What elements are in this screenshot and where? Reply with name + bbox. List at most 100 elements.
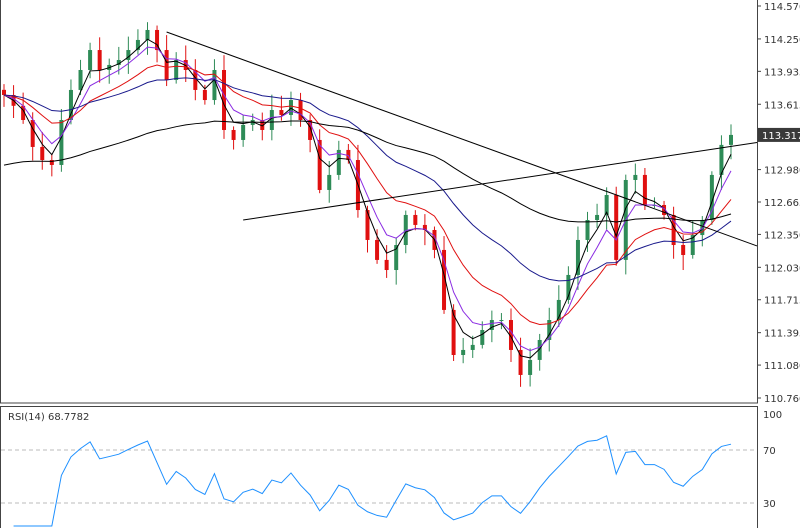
candle-bullish	[327, 174, 332, 190]
candle-bullish	[499, 320, 504, 322]
main-frame	[0, 0, 758, 404]
price-tick-label: 111.395	[764, 329, 800, 340]
ma-long-line	[3, 77, 732, 282]
candle-bullish	[174, 60, 179, 80]
candle-bearish	[298, 100, 303, 120]
candle-bullish	[729, 134, 733, 145]
candle-bearish	[681, 245, 686, 255]
candle-bearish	[422, 224, 427, 230]
candle-bearish	[183, 60, 188, 70]
candle-bullish	[537, 339, 542, 360]
candle-bullish	[336, 149, 341, 175]
candle-bearish	[413, 214, 418, 225]
price-tick-label: 114.570	[764, 2, 800, 13]
candle-bullish	[78, 69, 83, 90]
candle-bullish	[461, 349, 466, 355]
rsi-label: RSI(14) 68.7782	[8, 412, 89, 423]
candle-bearish	[30, 119, 35, 147]
price-tick-label: 111.715	[764, 296, 800, 307]
ma-medium-line	[3, 64, 732, 325]
candle-bullish	[719, 144, 724, 175]
candle-bearish	[2, 89, 6, 95]
trend-line-1	[166, 31, 758, 247]
candle-bearish	[614, 195, 619, 260]
candle-bearish	[260, 119, 265, 130]
candle-bearish	[193, 69, 198, 90]
candle-bearish	[508, 320, 513, 350]
candle-bullish	[269, 110, 274, 130]
candle-bearish	[164, 50, 169, 80]
rsi-panel	[0, 406, 758, 528]
candle-bullish	[489, 320, 494, 330]
candle-bearish	[518, 349, 523, 375]
candle-bullish	[595, 214, 600, 221]
candle-bullish	[288, 100, 293, 115]
candle-bullish	[394, 245, 399, 271]
price-tick-label: 113.935	[764, 67, 800, 78]
price-axis: 114.570 114.250 113.935 113.615 113.317 112.9…	[757, 2, 800, 405]
candle-bullish	[709, 174, 714, 221]
candle-bearish	[40, 146, 45, 161]
candle-bullish	[575, 239, 580, 275]
candle-bullish	[241, 124, 246, 140]
candle-bearish	[155, 29, 160, 51]
candle-bullish	[59, 119, 64, 165]
price-tick-label: 111.080	[764, 361, 800, 372]
candle-bullish	[585, 220, 590, 240]
price-tick-label: 112.030	[764, 263, 800, 274]
candle-bullish	[528, 359, 533, 375]
candle-bearish	[346, 149, 351, 161]
candle-bearish	[442, 249, 447, 310]
last-price-box	[758, 127, 800, 142]
candle-bearish	[375, 239, 380, 260]
candle-bearish	[222, 69, 227, 130]
last-price-label: 113.317	[762, 131, 800, 142]
candle-bullish	[126, 50, 131, 61]
price-tick-label: 112.665	[764, 198, 800, 209]
candle-bullish	[116, 60, 121, 65]
price-tick-label: 113.615	[764, 100, 800, 111]
rsi-frame	[0, 406, 758, 528]
candle-bullish	[135, 39, 140, 51]
price-tick-label: 112.350	[764, 230, 800, 241]
candle-bullish	[470, 344, 475, 350]
candle-bullish	[212, 69, 217, 101]
candle-bullish	[88, 50, 93, 70]
candle-bearish	[317, 139, 322, 190]
main-panel	[0, 0, 758, 404]
candle-bullish	[566, 274, 571, 300]
rsi-tick-100: 100	[763, 410, 782, 421]
candle-bullish	[556, 299, 561, 321]
candle-bearish	[97, 50, 102, 70]
candle-bullish	[690, 235, 695, 255]
ma-fast-line	[3, 38, 732, 359]
price-tick-label: 112.980	[764, 166, 800, 177]
candle-bearish	[662, 204, 667, 215]
candle-bullish	[604, 195, 609, 215]
candle-bearish	[21, 105, 26, 120]
price-tick-label: 114.250	[764, 35, 800, 46]
candle-bearish	[49, 160, 54, 165]
candle-bearish	[279, 110, 284, 115]
rsi-line	[13, 435, 732, 527]
rsi-tick-70: 70	[763, 446, 776, 457]
candle-bearish	[384, 259, 389, 271]
candle-bearish	[231, 129, 236, 140]
candle-bullish	[547, 320, 552, 340]
candle-bearish	[365, 210, 370, 240]
candle-bearish	[202, 89, 207, 101]
candle-bearish	[642, 174, 647, 205]
candle-bullish	[633, 174, 638, 180]
rsi-tick-30: 30	[763, 499, 776, 510]
candle-bearish	[308, 119, 313, 140]
candle-bullish	[480, 329, 485, 345]
price-tick-label: 110.760	[764, 394, 800, 405]
candle-bullish	[145, 29, 150, 40]
ma-very-long-line	[3, 120, 732, 223]
ma-short-line	[3, 46, 732, 352]
trend-line-2	[243, 142, 758, 221]
candle-bullish	[68, 89, 73, 120]
candle-bearish	[451, 309, 456, 355]
